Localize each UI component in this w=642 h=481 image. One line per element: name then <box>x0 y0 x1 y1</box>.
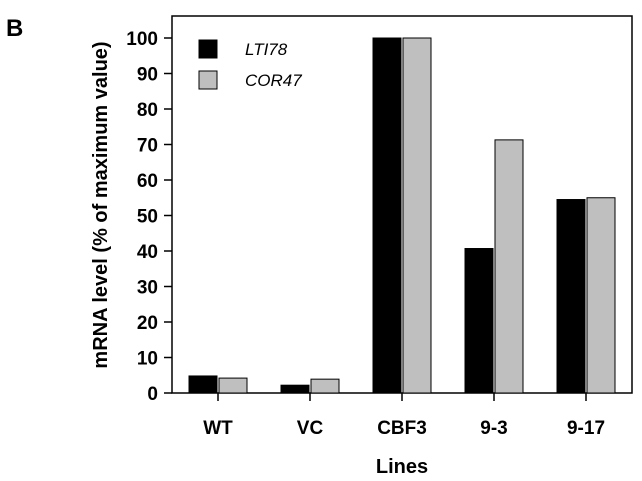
bar-cor47-cbf3 <box>402 37 432 394</box>
y-tick-label: 0 <box>147 384 158 405</box>
bar-cor47-vc <box>310 378 340 394</box>
bar-cor47-9-17 <box>586 197 616 394</box>
x-tick-label: WT <box>203 418 233 439</box>
y-tick-label: 60 <box>137 171 158 192</box>
bar-lti78-vc <box>280 384 310 394</box>
y-tick-label: 40 <box>137 242 158 263</box>
y-tick-label: 80 <box>137 100 158 121</box>
y-tick-label: 90 <box>137 65 158 86</box>
x-tick-label: CBF3 <box>377 418 427 439</box>
y-tick-label: 20 <box>137 313 158 334</box>
y-tick-label: 50 <box>137 207 158 228</box>
y-tick-label: 10 <box>137 349 158 370</box>
legend: LTI78 COR47 <box>198 39 302 90</box>
x-tick-label: 9-3 <box>480 418 507 439</box>
bar-cor47-9-3 <box>494 139 524 394</box>
bar-lti78-wt <box>188 375 218 394</box>
legend-label-cor47: COR47 <box>245 71 302 90</box>
y-axis-title: mRNA level (% of maximum value) <box>90 41 112 368</box>
bar-lti78-cbf3 <box>372 37 402 394</box>
bar-lti78-9-3 <box>464 248 494 394</box>
legend-label-lti78: LTI78 <box>245 40 288 59</box>
x-tick-label: 9-17 <box>567 418 605 439</box>
legend-swatch-cor47 <box>198 70 218 90</box>
legend-swatch-lti78 <box>198 39 218 59</box>
y-tick-label: 100 <box>126 29 158 50</box>
y-tick-label: 70 <box>137 136 158 157</box>
x-axis-title: Lines <box>376 456 428 478</box>
bar-cor47-wt <box>218 377 248 394</box>
x-tick-label: VC <box>297 418 324 439</box>
y-tick-label: 30 <box>137 278 158 299</box>
bar-lti78-9-17 <box>556 199 586 394</box>
plot-area: 0 10 20 30 40 50 60 70 80 90 100 WT VC CBF3 9-3 9-17 <box>126 15 633 439</box>
panel-label: B <box>6 15 23 42</box>
